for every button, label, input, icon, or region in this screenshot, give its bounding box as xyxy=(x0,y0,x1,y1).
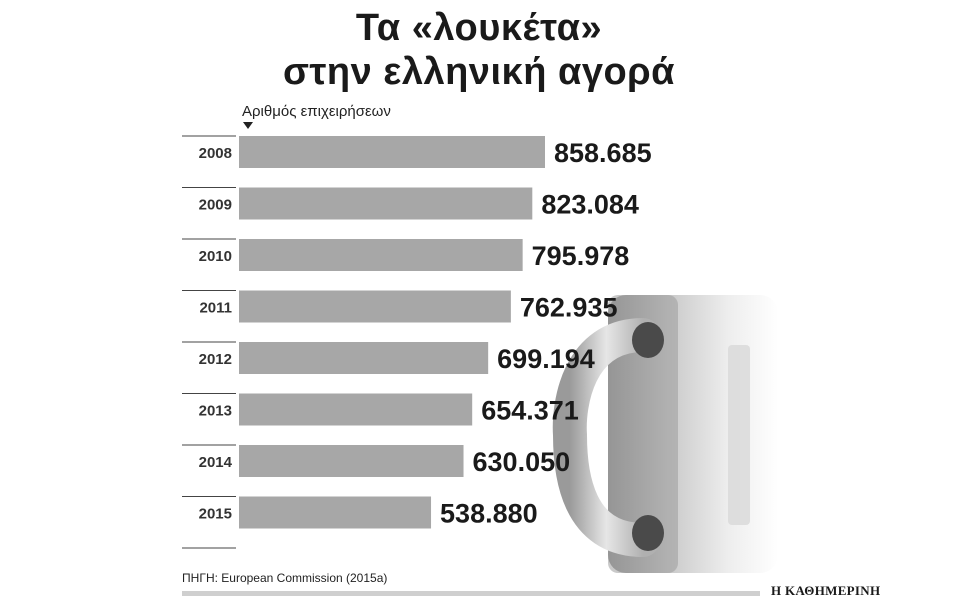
axis-label: Αριθμός επιχειρήσεων xyxy=(242,103,391,120)
padlock-icon xyxy=(552,295,778,573)
value-label: 699.194 xyxy=(497,344,595,374)
publisher-brand: Η ΚΑΘΗΜΕΡΙΝΗ xyxy=(771,583,881,598)
category-label: 2015 xyxy=(199,506,232,523)
value-label: 630.050 xyxy=(473,447,571,477)
bar xyxy=(239,290,511,323)
value-label: 858.685 xyxy=(554,138,652,168)
chart-title-line-1: Τα «λουκέτα» xyxy=(355,7,603,49)
category-label: 2012 xyxy=(199,351,232,368)
chart-title: Τα «λουκέτα» στην ελληνική αγορά xyxy=(0,6,958,94)
value-label: 538.880 xyxy=(440,499,538,529)
footer-rule xyxy=(182,591,760,596)
category-label: 2010 xyxy=(199,248,232,265)
bar xyxy=(239,136,545,168)
category-label: 2011 xyxy=(199,300,232,317)
value-label: 654.371 xyxy=(481,396,579,426)
axis-arrow-icon xyxy=(243,122,253,129)
bar xyxy=(239,342,489,374)
category-label: 2008 xyxy=(199,145,232,162)
source-note: ΠΗΓΗ: European Commission (2015a) xyxy=(182,571,388,585)
category-label: 2013 xyxy=(199,403,232,420)
bar xyxy=(239,496,432,529)
value-label: 762.935 xyxy=(520,293,618,323)
bar xyxy=(239,187,533,220)
chart-title-line-2: στην ελληνική αγορά xyxy=(282,51,676,93)
value-label: 823.084 xyxy=(541,190,639,220)
category-label: 2014 xyxy=(199,454,233,471)
bar xyxy=(239,239,523,271)
bar xyxy=(239,445,464,477)
value-label: 795.978 xyxy=(532,241,630,271)
category-label: 2009 xyxy=(199,197,232,214)
bar xyxy=(239,393,473,426)
